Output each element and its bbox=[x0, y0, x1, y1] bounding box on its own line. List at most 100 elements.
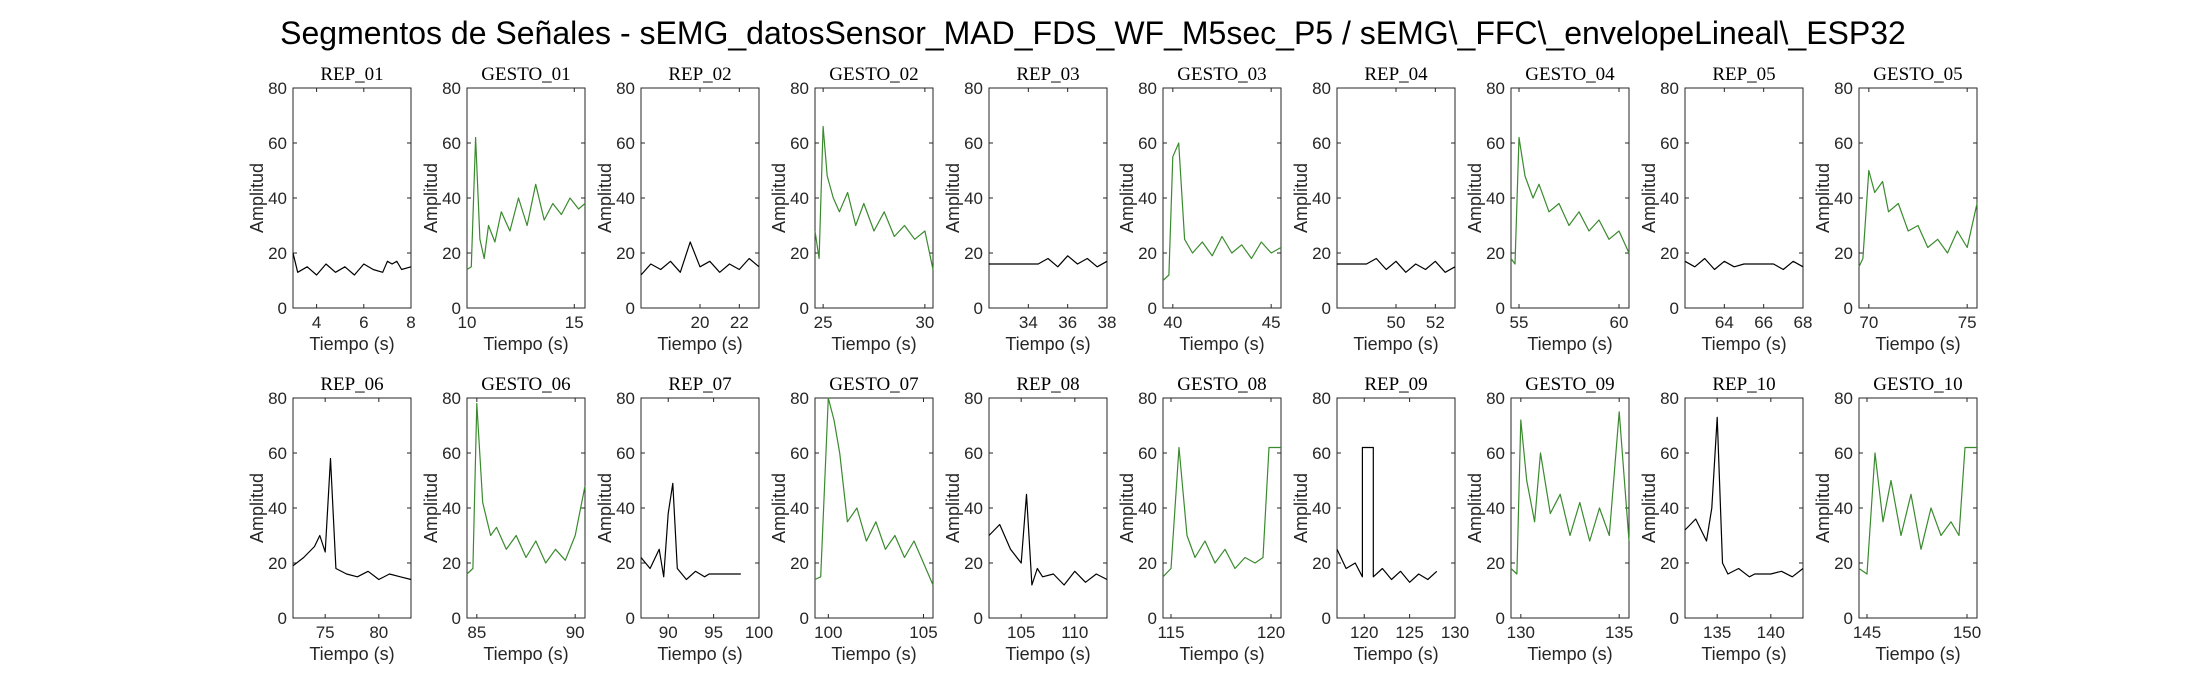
panel-rep-04: 0 20 40 60 80 50 52 REP_04 Tiempo (s) Amplitud bbox=[1291, 64, 1456, 354]
signal-line bbox=[1336, 446, 1438, 583]
x-axis-label: Tiempo (s) bbox=[309, 644, 394, 664]
axes-frame bbox=[1858, 87, 1978, 309]
y-axis-label: Amplitud bbox=[1639, 473, 1659, 543]
x-axis-label: Tiempo (s) bbox=[831, 334, 916, 354]
y-tick-label: 80 bbox=[1486, 79, 1505, 98]
y-tick-label: 80 bbox=[616, 79, 635, 98]
panel-gesto-10: 0 20 40 60 80 145 150 GESTO_10 Tiempo (s) Amplitu… bbox=[1813, 374, 1981, 664]
y-tick-label: 0 bbox=[1148, 609, 1157, 628]
x-axis-label: Tiempo (s) bbox=[1005, 644, 1090, 664]
y-tick-label: 20 bbox=[1834, 554, 1853, 573]
x-tick-label: 105 bbox=[1007, 623, 1035, 642]
x-tick-label: 115 bbox=[1157, 623, 1184, 642]
y-axis-label: Amplitud bbox=[769, 163, 789, 233]
panel-rep-03: 0 20 40 60 80 34 36 38 REP_03 Tiempo (s) Amplitud bbox=[943, 64, 1116, 354]
y-tick-label: 80 bbox=[268, 79, 287, 98]
signal-line bbox=[640, 241, 760, 276]
panel-title: REP_07 bbox=[668, 374, 731, 395]
y-tick-label: 80 bbox=[1660, 389, 1679, 408]
x-tick-label: 52 bbox=[1426, 313, 1445, 332]
y-tick-label: 20 bbox=[1486, 244, 1505, 263]
y-tick-label: 20 bbox=[1660, 554, 1679, 573]
x-tick-label: 120 bbox=[1350, 623, 1378, 642]
x-tick-label: 34 bbox=[1019, 313, 1038, 332]
x-tick-label: 8 bbox=[406, 313, 415, 332]
x-tick-label: 38 bbox=[1098, 313, 1117, 332]
y-tick-label: 80 bbox=[964, 79, 983, 98]
y-tick-label: 80 bbox=[790, 79, 809, 98]
y-axis-label: Amplitud bbox=[247, 163, 267, 233]
y-tick-label: 0 bbox=[974, 609, 983, 628]
y-axis-label: Amplitud bbox=[1813, 473, 1833, 543]
panel-rep-01: 0 20 40 60 80 4 6 8 REP_01 Tiempo (s) Amplitud bbox=[247, 64, 416, 354]
axes-frame bbox=[988, 87, 1108, 309]
y-tick-label: 60 bbox=[964, 444, 983, 463]
y-tick-label: 80 bbox=[1486, 389, 1505, 408]
y-tick-label: 20 bbox=[1312, 244, 1331, 263]
y-tick-label: 0 bbox=[1322, 609, 1331, 628]
y-tick-label: 0 bbox=[1670, 299, 1679, 318]
x-axis-label: Tiempo (s) bbox=[309, 334, 394, 354]
y-tick-label: 40 bbox=[616, 499, 635, 518]
y-tick-label: 20 bbox=[790, 244, 809, 263]
y-tick-label: 40 bbox=[1138, 189, 1157, 208]
x-axis-label: Tiempo (s) bbox=[1701, 644, 1786, 664]
figure-suptitle: Segmentos de Señales - sEMG_datosSensor_… bbox=[280, 15, 1906, 51]
y-tick-label: 20 bbox=[964, 244, 983, 263]
x-tick-label: 55 bbox=[1510, 313, 1529, 332]
panel-rep-06: 0 20 40 60 80 75 80 REP_06 Tiempo (s) Amplitud bbox=[247, 374, 412, 664]
y-tick-label: 20 bbox=[442, 244, 461, 263]
x-tick-label: 95 bbox=[704, 623, 723, 642]
x-tick-label: 4 bbox=[312, 313, 321, 332]
panel-title: GESTO_02 bbox=[829, 64, 918, 85]
x-axis-label: Tiempo (s) bbox=[1179, 334, 1264, 354]
signal-line bbox=[1162, 142, 1282, 281]
x-tick-label: 22 bbox=[730, 313, 749, 332]
y-tick-label: 0 bbox=[452, 299, 461, 318]
y-tick-label: 0 bbox=[278, 299, 287, 318]
y-axis-label: Amplitud bbox=[595, 473, 615, 543]
y-tick-label: 20 bbox=[1138, 554, 1157, 573]
y-tick-label: 0 bbox=[626, 299, 635, 318]
y-tick-label: 80 bbox=[1138, 79, 1157, 98]
x-axis-label: Tiempo (s) bbox=[1353, 644, 1438, 664]
y-tick-label: 40 bbox=[268, 189, 287, 208]
x-tick-label: 75 bbox=[1958, 313, 1977, 332]
panel-rep-02: 0 20 40 60 80 20 22 REP_02 Tiempo (s) Amplitud bbox=[595, 64, 760, 354]
y-tick-label: 40 bbox=[442, 189, 461, 208]
x-axis-label: Tiempo (s) bbox=[1701, 334, 1786, 354]
axes-frame bbox=[814, 397, 934, 619]
panel-title: REP_04 bbox=[1364, 64, 1428, 85]
panel-title: REP_02 bbox=[668, 64, 731, 85]
y-tick-label: 80 bbox=[1834, 79, 1853, 98]
y-tick-label: 0 bbox=[800, 609, 809, 628]
panel-title: REP_03 bbox=[1016, 64, 1079, 85]
signal-line bbox=[814, 125, 934, 270]
y-tick-label: 60 bbox=[1138, 444, 1157, 463]
y-tick-label: 40 bbox=[1486, 499, 1505, 518]
y-axis-label: Amplitud bbox=[1117, 163, 1137, 233]
y-axis-label: Amplitud bbox=[1813, 163, 1833, 233]
y-tick-label: 0 bbox=[1844, 609, 1853, 628]
y-tick-label: 20 bbox=[616, 244, 635, 263]
y-axis-label: Amplitud bbox=[943, 473, 963, 543]
x-axis-label: Tiempo (s) bbox=[1875, 644, 1960, 664]
panel-title: REP_05 bbox=[1712, 64, 1775, 85]
axes-frame bbox=[466, 87, 586, 309]
y-tick-label: 80 bbox=[790, 389, 809, 408]
axes-frame bbox=[1684, 397, 1804, 619]
y-tick-label: 80 bbox=[1312, 389, 1331, 408]
axes-frame bbox=[988, 397, 1108, 619]
y-tick-label: 20 bbox=[268, 554, 287, 573]
x-tick-label: 75 bbox=[316, 623, 335, 642]
y-tick-label: 40 bbox=[1138, 499, 1157, 518]
y-tick-label: 40 bbox=[1834, 189, 1853, 208]
axes-frame bbox=[1336, 87, 1456, 309]
x-tick-label: 66 bbox=[1754, 313, 1773, 332]
panel-gesto-06: 0 20 40 60 80 85 90 GESTO_06 Tiempo (s) Amplitud bbox=[421, 374, 586, 664]
panel-title: GESTO_09 bbox=[1525, 374, 1614, 395]
x-tick-label: 40 bbox=[1163, 313, 1182, 332]
x-tick-label: 70 bbox=[1859, 313, 1878, 332]
signal-line bbox=[989, 255, 1108, 268]
